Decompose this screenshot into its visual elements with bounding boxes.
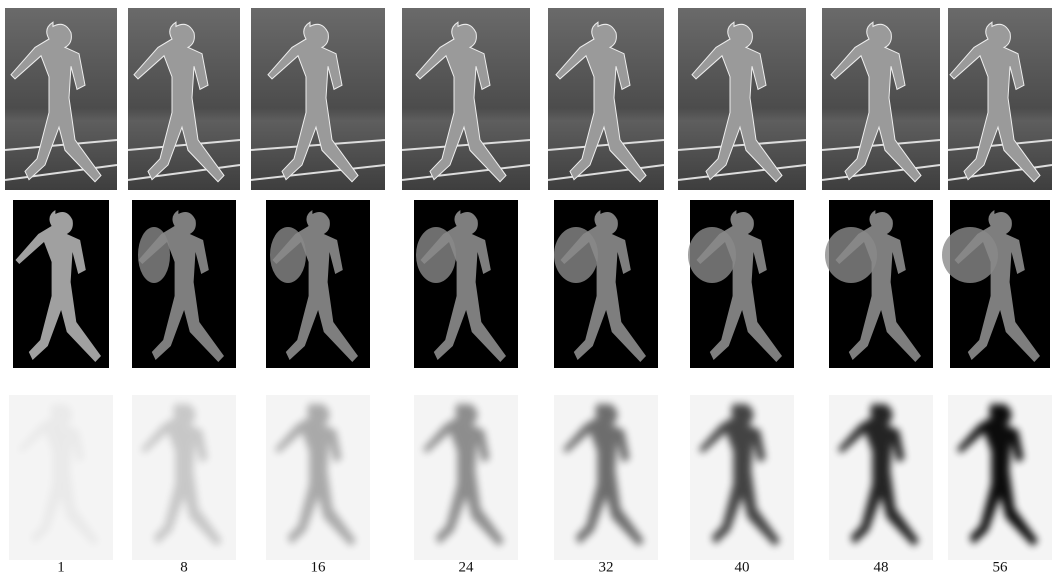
photo-frame — [548, 8, 664, 190]
frame-label: 16 — [311, 559, 327, 575]
photo-frame — [948, 8, 1052, 190]
frame-label: 1 — [57, 559, 65, 575]
photo-frame — [822, 8, 940, 190]
motion-smear — [416, 227, 456, 283]
motion-smear — [138, 227, 170, 283]
photo-frame — [128, 8, 240, 190]
frame-label: 32 — [599, 559, 614, 575]
motion-smear — [942, 227, 998, 283]
segmented-frame — [825, 200, 933, 368]
frame-label: 8 — [180, 559, 188, 575]
frame-label: 56 — [993, 559, 1009, 575]
energy-frame — [9, 395, 113, 560]
energy-frame — [948, 395, 1052, 560]
motion-smear — [825, 227, 877, 283]
photo-frame — [5, 8, 117, 190]
energy-frame — [829, 395, 933, 560]
segmented-frame — [554, 200, 658, 368]
page: 18162432404856 (() => { const data = JSO… — [0, 0, 1053, 578]
segmented-frame — [132, 200, 236, 368]
energy-frame — [132, 395, 236, 560]
frame-label: 24 — [459, 559, 475, 575]
segmented-frame — [414, 200, 518, 368]
energy-frame — [690, 395, 794, 560]
energy-frame — [414, 395, 518, 560]
segmented-frame — [942, 200, 1050, 368]
segmented-frame — [688, 200, 794, 368]
motion-smear — [270, 227, 306, 283]
frame-label: 48 — [874, 559, 889, 575]
photo-frame — [251, 8, 385, 190]
photo-frame — [678, 8, 806, 190]
energy-frame — [554, 395, 658, 560]
photo-frame — [402, 8, 530, 190]
segmented-frame — [13, 200, 109, 368]
energy-frame — [266, 395, 370, 560]
frame-label: 40 — [735, 559, 750, 575]
figure: 1 8 16 24 32 40 48 56 — [0, 0, 1053, 578]
motion-smear — [554, 227, 598, 283]
segmented-frame — [266, 200, 370, 368]
motion-smear — [688, 227, 736, 283]
